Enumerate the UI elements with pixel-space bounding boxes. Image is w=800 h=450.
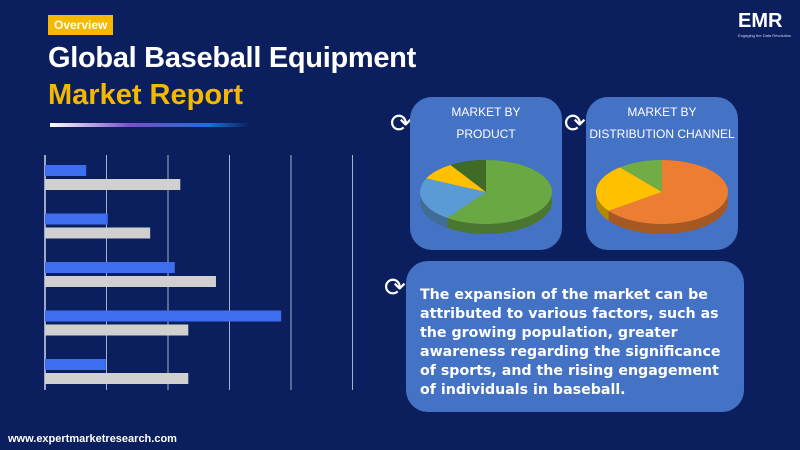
- pie-slice-side: [420, 178, 448, 228]
- bar: [45, 324, 189, 336]
- pie-slice: [608, 160, 728, 224]
- curved-arrow-icon: ⟳: [384, 272, 406, 302]
- description-box: The expansion of the market can be attri…: [406, 261, 744, 412]
- pie-slice-side: [447, 160, 552, 234]
- product-pie-chart: [420, 160, 552, 234]
- pie-slice: [596, 167, 662, 211]
- card-title: MARKET BY: [451, 105, 521, 119]
- curved-arrow-icon: ⟳: [564, 108, 586, 138]
- bar: [45, 310, 282, 322]
- pie-slice: [420, 178, 486, 218]
- card-title: PRODUCT: [456, 127, 516, 141]
- page-title: Global Baseball Equipment: [48, 42, 416, 74]
- pie-slice: [619, 160, 662, 192]
- bar: [45, 359, 106, 370]
- card-market-by-distribution: MARKET BY DISTRIBUTION CHANNEL: [586, 97, 738, 250]
- pie-slice: [426, 164, 486, 192]
- website-link[interactable]: www.expertmarketresearch.com: [8, 433, 177, 445]
- curved-arrow-icon: ⟳: [390, 108, 412, 138]
- logo-tagline: Engaging the Data Revolution: [738, 33, 792, 38]
- bar: [45, 262, 175, 273]
- pie-slice: [450, 160, 486, 192]
- card-title: DISTRIBUTION CHANNEL: [589, 127, 735, 141]
- description-text: The expansion of the market can be attri…: [420, 287, 721, 398]
- emr-logo: EMR Engaging the Data Revolution: [738, 10, 791, 38]
- bar: [45, 227, 151, 239]
- overview-badge: Overview: [48, 15, 114, 35]
- title-underline: [50, 123, 250, 127]
- distribution-pie-chart: [596, 160, 728, 234]
- card-title: MARKET BY: [627, 105, 697, 119]
- card-market-by-product: MARKET BY PRODUCT: [410, 97, 562, 250]
- page-subtitle: Market Report: [48, 79, 243, 111]
- bar: [45, 373, 189, 384]
- logo-text: EMR: [738, 10, 783, 32]
- bar: [45, 213, 108, 225]
- bar-chart: [44, 155, 353, 390]
- bar: [45, 179, 181, 190]
- bar: [45, 276, 216, 287]
- pie-slice-side: [608, 160, 728, 234]
- pie-slice: [447, 160, 552, 224]
- bar: [45, 165, 87, 176]
